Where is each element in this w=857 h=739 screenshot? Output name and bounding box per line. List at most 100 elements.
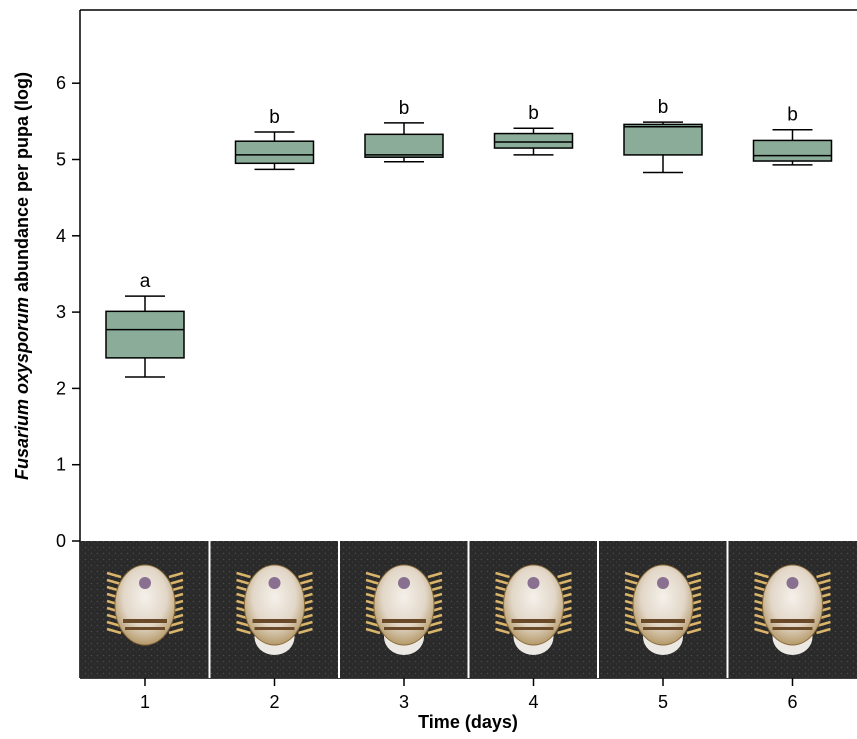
pupa-bristle [495, 578, 510, 586]
pupa-head-spot [398, 577, 410, 589]
pupa-body [632, 564, 694, 646]
pupa-bristle [365, 571, 381, 579]
pupa-bristle [754, 578, 769, 586]
box-day-2: b [234, 107, 315, 171]
pupa-photo-strip [80, 541, 857, 678]
pupa-body [244, 564, 305, 646]
pupa-bristle [754, 627, 769, 635]
pupa-body [114, 564, 176, 646]
y-axis-title-rest: abundance per pupa (log) [12, 72, 32, 297]
pupa-bristle [236, 571, 251, 579]
iqr-box [105, 310, 185, 359]
significance-letter: b [269, 107, 280, 128]
pupa-body [503, 564, 564, 646]
pupa-head-spot [786, 577, 799, 589]
y-axis-ticks: 0 1 2 3 4 5 6 [56, 73, 80, 551]
pupa-band [384, 627, 424, 630]
y-tick-label: 0 [56, 531, 66, 551]
x-tick-label: 6 [787, 692, 797, 712]
y-tick-label: 2 [56, 378, 66, 398]
iqr-box [752, 139, 833, 162]
pupa-bristle [557, 627, 572, 635]
pupa-bristle [365, 578, 381, 586]
pupa-band [513, 627, 554, 630]
iqr-box [234, 140, 315, 165]
box-day-5: b [623, 97, 703, 174]
pupa-photo [236, 564, 313, 655]
pupa-bristle [168, 578, 184, 586]
y-tick-label: 5 [56, 150, 66, 170]
pupa-bristle [236, 627, 251, 635]
box-day-3: b [364, 98, 444, 163]
pupa-body [373, 564, 435, 646]
pupa-bristle [495, 571, 510, 579]
pupa-head-spot [657, 577, 669, 589]
pupa-bristle [168, 627, 184, 635]
pupa-bristle [365, 627, 381, 635]
box-day-6: b [752, 105, 833, 166]
pupa-band [382, 619, 426, 623]
y-tick-label: 6 [56, 73, 66, 93]
y-axis-title: Fusarium oxysporum abundance per pupa (l… [12, 72, 32, 480]
pupa-bristle [427, 578, 443, 586]
x-axis-title: Time (days) [418, 712, 518, 732]
x-tick-label: 3 [399, 692, 409, 712]
significance-letter: a [140, 271, 151, 292]
pupa-bristle [816, 627, 831, 635]
pupa-bristle [624, 571, 640, 579]
x-tick-label: 5 [658, 692, 668, 712]
pupa-bristle [106, 627, 122, 635]
pupa-bristle [495, 627, 510, 635]
iqr-box [623, 123, 703, 156]
x-axis-ticks: 1 2 3 4 5 6 [140, 678, 798, 712]
pupa-photo [495, 564, 572, 655]
pupa-bristle [298, 571, 313, 579]
pupa-bristle [298, 627, 313, 635]
pupa-head-spot [139, 577, 151, 589]
pupa-photo [365, 564, 443, 655]
box-series: a b b b b b [105, 97, 833, 378]
significance-letter: b [658, 97, 669, 118]
pupa-band [252, 619, 297, 623]
box-day-4: b [493, 103, 574, 156]
pupa-bristle [624, 578, 640, 586]
pupa-photo [106, 564, 184, 646]
pupa-bristle [686, 578, 702, 586]
x-tick-label: 2 [269, 692, 279, 712]
x-tick-label: 1 [140, 692, 150, 712]
pupa-bristle [427, 627, 443, 635]
pupa-head-spot [527, 577, 540, 589]
pupa-photo [624, 564, 702, 655]
pupa-band [641, 619, 685, 623]
pupa-bristle [106, 571, 122, 579]
significance-letter: b [528, 103, 539, 124]
y-tick-label: 4 [56, 226, 66, 246]
pupa-bristle [236, 578, 251, 586]
significance-letter: b [787, 105, 798, 126]
pupa-bristle [557, 571, 572, 579]
pupa-photo [754, 564, 831, 655]
pupa-bristle [427, 571, 443, 579]
pupa-bristle [624, 627, 640, 635]
pupa-bristle [816, 571, 831, 579]
pupa-band [643, 627, 683, 630]
y-tick-label: 1 [56, 455, 66, 475]
pupa-head-spot [268, 577, 281, 589]
pupa-bristle [686, 627, 702, 635]
y-axis-title-italic: Fusarium oxysporum [12, 297, 32, 480]
pupa-bristle [298, 578, 313, 586]
pupa-band [125, 627, 165, 630]
y-tick-label: 3 [56, 302, 66, 322]
pupa-bristle [754, 571, 769, 579]
pupa-band [123, 619, 167, 623]
pupa-bristle [557, 578, 572, 586]
box-day-1: a [105, 271, 185, 378]
iqr-box [364, 133, 444, 158]
pupa-band [772, 627, 813, 630]
significance-letter: b [399, 98, 410, 119]
pupa-band [254, 627, 295, 630]
pupa-body [762, 564, 823, 646]
x-tick-label: 4 [528, 692, 538, 712]
pupa-bristle [816, 578, 831, 586]
